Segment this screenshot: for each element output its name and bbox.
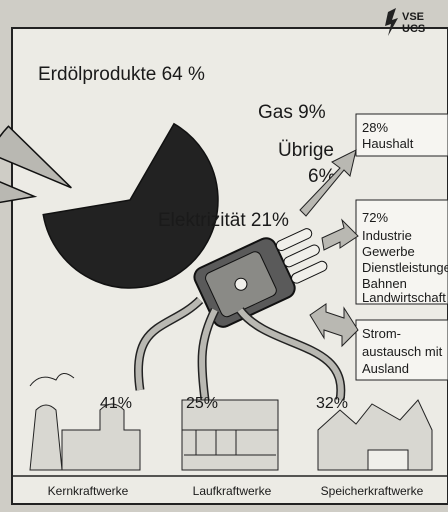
use-line: Landwirtschaft <box>362 290 446 305</box>
logo-text: UCS <box>402 23 425 35</box>
use-line: Bahnen <box>362 276 407 291</box>
plant-share: 41% <box>100 395 132 412</box>
category-label: Elektrizität <box>158 210 246 231</box>
use-line: Industrie <box>362 228 412 243</box>
use-line: austausch mit <box>362 344 443 359</box>
logo-text: VSE <box>402 11 424 23</box>
page: {"chart_data":{"type":"pie", "categories… <box>0 0 448 512</box>
pie-label: Erdölprodukte 64 % <box>38 64 205 85</box>
use-line: Haushalt <box>362 136 414 151</box>
use-line: Dienstleistungen <box>362 260 448 275</box>
category-label: Erdölprodukte <box>38 64 156 85</box>
plant-share: 32% <box>316 395 348 412</box>
value-label: 21% <box>251 210 289 231</box>
plant-share: 25% <box>186 395 218 412</box>
category-label: Übrige <box>278 140 334 161</box>
infographic: VSE UCS Erdölprodukte 64 % Gas 9% Übrige… <box>0 0 448 512</box>
plant-name: Kernkraftwerke <box>48 484 129 498</box>
pie-label: Elektrizität 21% <box>158 210 289 231</box>
use-share: 72% <box>362 210 388 225</box>
use-share: 28% <box>362 120 388 135</box>
value-label: 9% <box>298 102 326 123</box>
plant-name: Laufkraftwerke <box>193 484 272 498</box>
value-label: 64 % <box>162 64 205 85</box>
use-line: Gewerbe <box>362 244 415 259</box>
pie-label: Gas 9% <box>258 102 326 123</box>
powerhouse <box>368 450 408 470</box>
use-line: Strom- <box>362 326 401 341</box>
use-line: Ausland <box>362 361 409 376</box>
plant-name: Speicherkraftwerke <box>321 484 424 498</box>
category-label: Gas <box>258 102 293 123</box>
